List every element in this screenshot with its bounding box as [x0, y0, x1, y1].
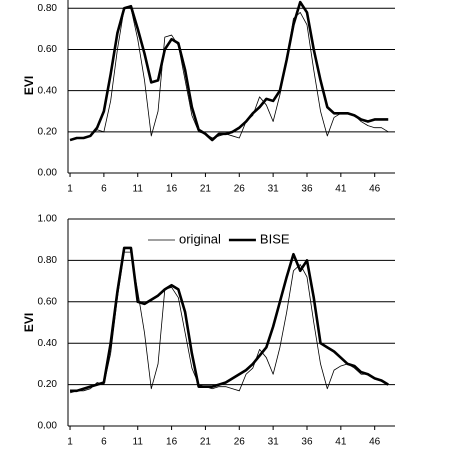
x-tick-label: 46	[369, 437, 381, 448]
x-tick-label: 6	[101, 437, 107, 448]
x-tick-label: 31	[268, 437, 280, 448]
legend-label: original	[179, 231, 221, 246]
y-tick-label: 0.60	[38, 44, 58, 55]
x-tick-label: 1	[67, 437, 73, 448]
x-tick-label: 46	[369, 184, 381, 195]
series-line	[69, 0, 389, 142]
x-tick-label: 21	[200, 437, 212, 448]
y-tick-label: 0.00	[38, 168, 58, 179]
x-tick-label: 1	[67, 184, 73, 195]
x-tick-label: 36	[301, 184, 313, 195]
x-tick-label: 41	[335, 184, 347, 195]
y-tick-label: 0.40	[38, 85, 58, 96]
series-line	[69, 251, 389, 394]
series-line	[70, 246, 389, 393]
x-tick-label: 36	[301, 437, 313, 448]
x-tick-label: 11	[133, 184, 144, 195]
y-tick-label: 0.80	[38, 3, 58, 14]
y-tick-label: 1.00	[38, 214, 58, 225]
legend-label: BISE	[260, 231, 290, 246]
y-axis-label: EVI	[22, 76, 36, 95]
x-tick-label: 16	[166, 184, 178, 195]
y-tick-label: 0.60	[38, 296, 58, 307]
y-axis-label: EVI	[22, 313, 36, 332]
y-tick-label: 0.20	[38, 126, 58, 137]
y-tick-label: 0.80	[38, 255, 58, 266]
x-tick-label: 11	[133, 437, 144, 448]
x-tick-label: 21	[200, 184, 212, 195]
x-tick-label: 16	[166, 437, 178, 448]
x-tick-label: 6	[101, 184, 107, 195]
y-tick-label: 0.00	[38, 421, 58, 432]
y-tick-label: 0.40	[38, 338, 58, 349]
x-tick-label: 31	[268, 184, 280, 195]
x-tick-label: 26	[234, 184, 246, 195]
y-tick-label: 0.20	[38, 379, 58, 390]
x-tick-label: 26	[234, 437, 246, 448]
x-tick-label: 41	[335, 437, 347, 448]
